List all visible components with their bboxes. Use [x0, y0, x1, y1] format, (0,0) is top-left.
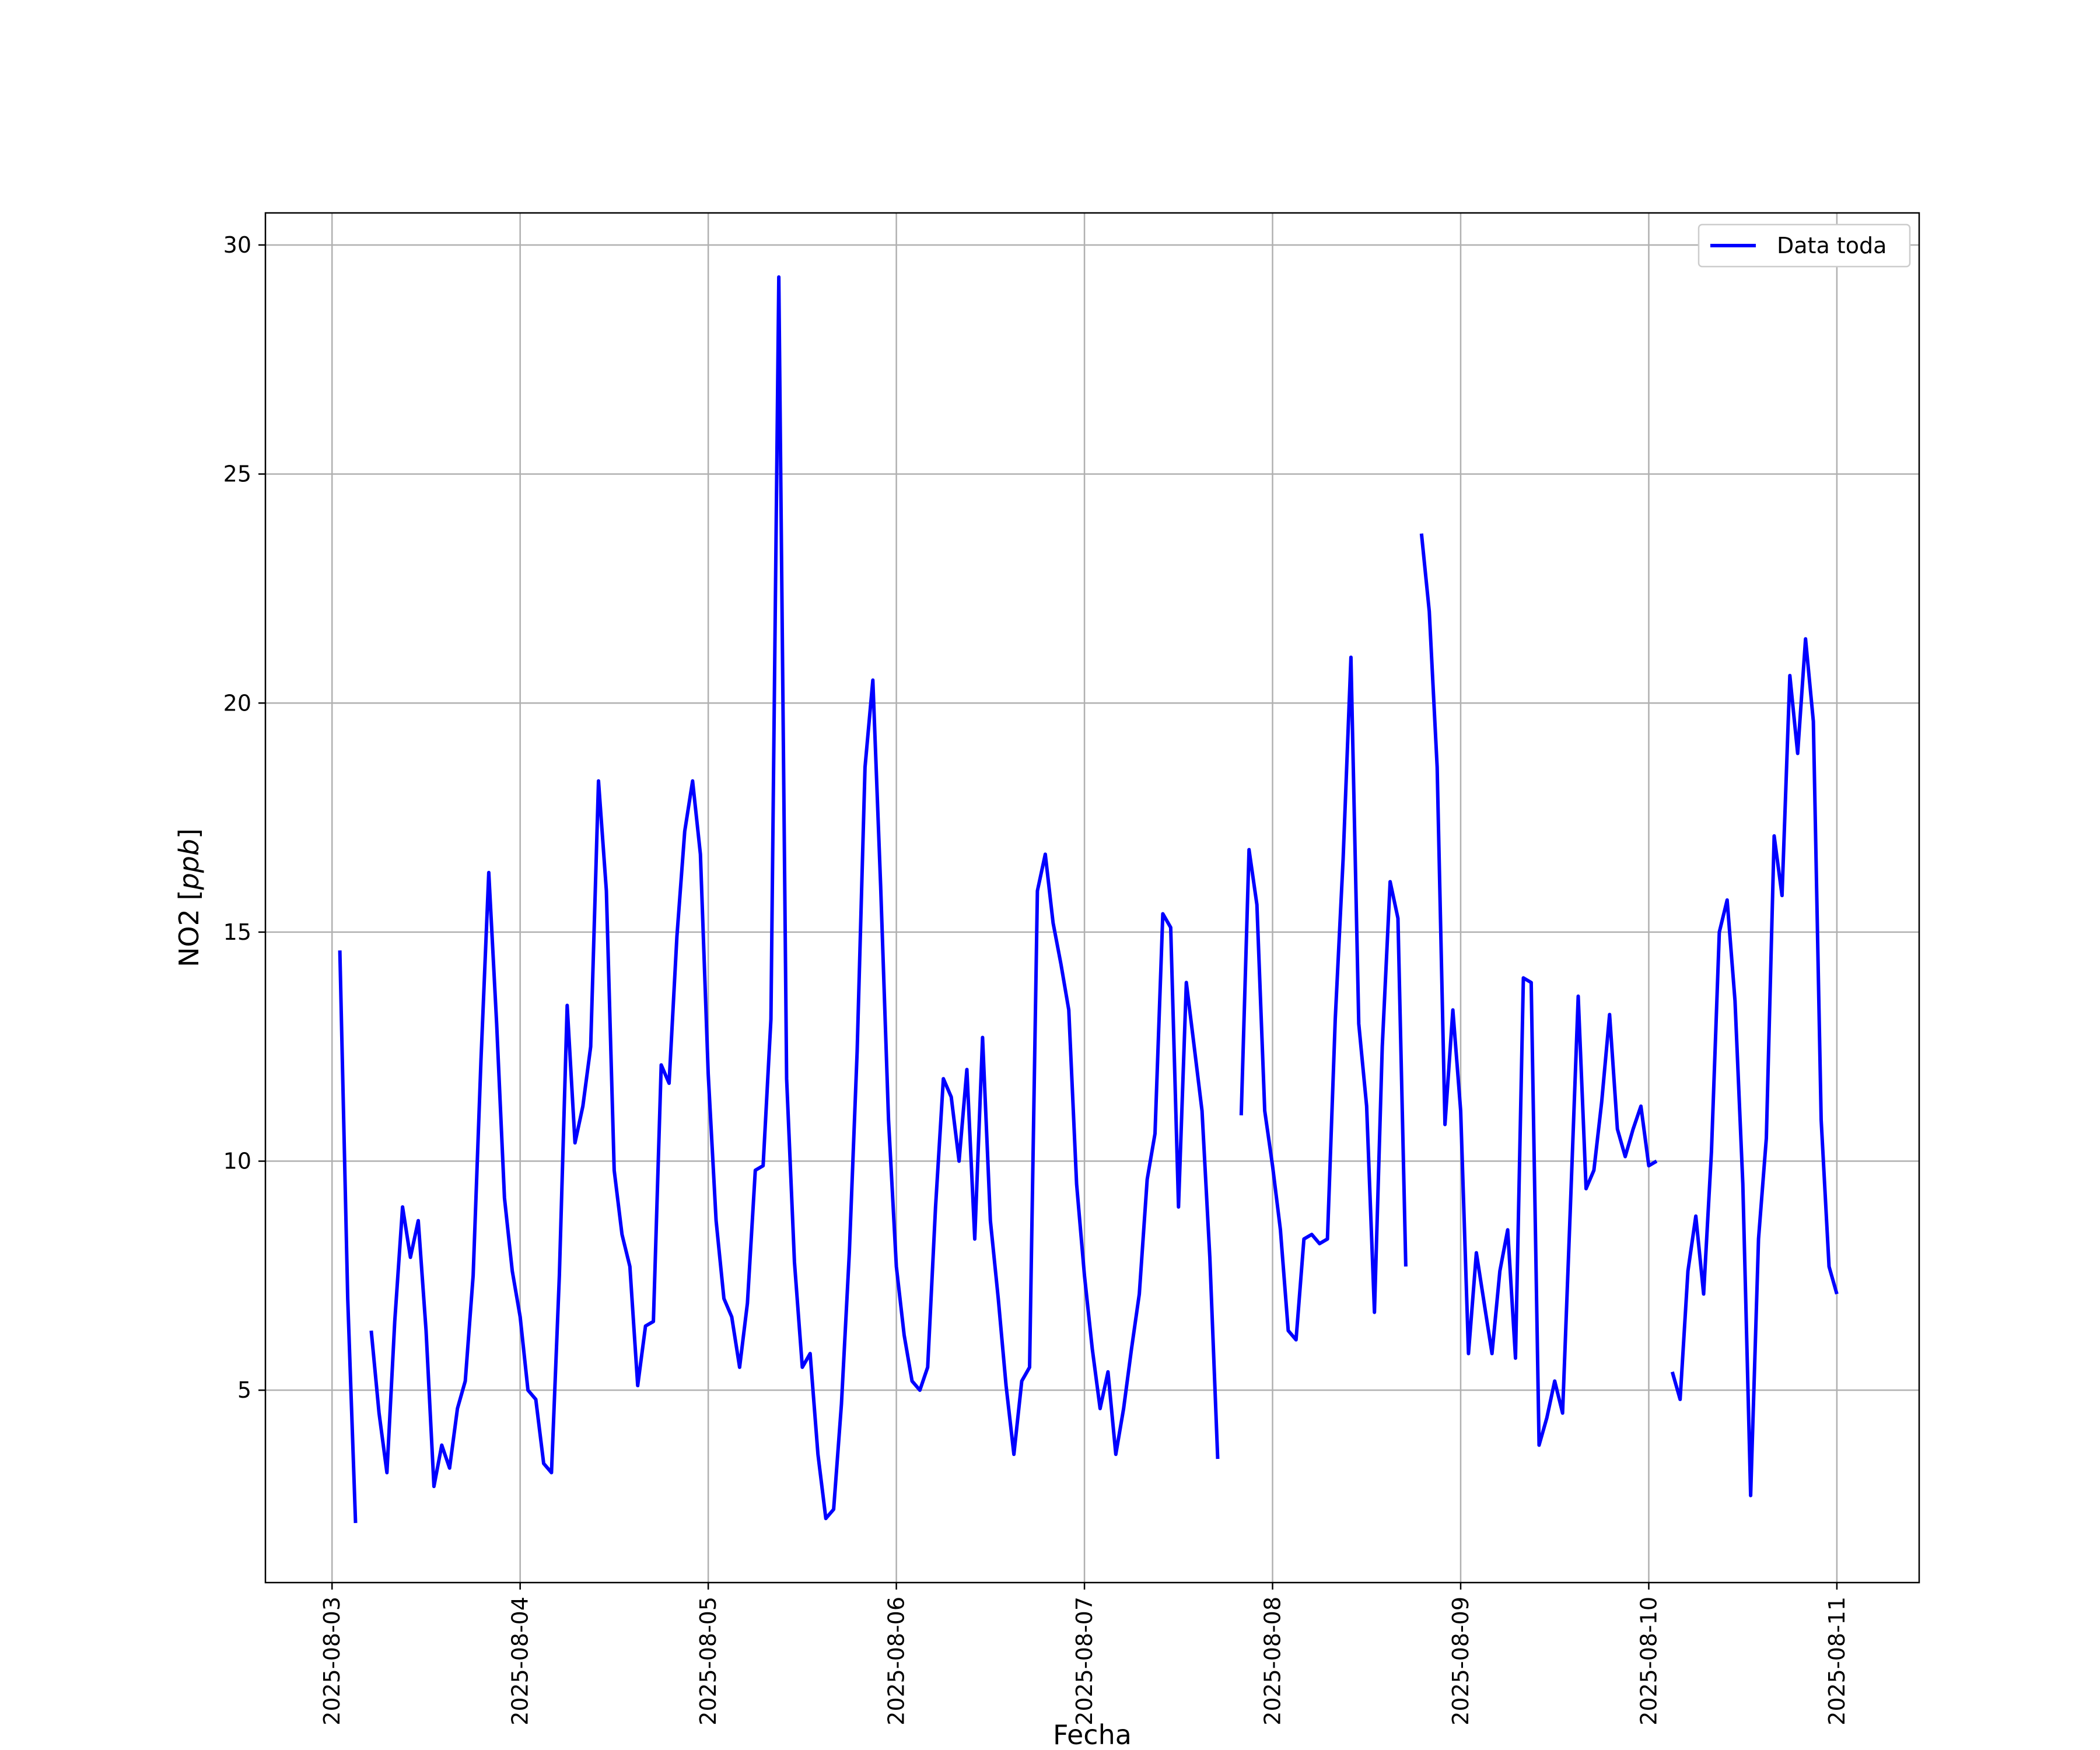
y-axis-label-unit: ppb	[173, 839, 205, 891]
series-line-segment	[338, 950, 358, 1524]
x-tick-label: 2025-08-08	[1260, 1597, 1286, 1726]
legend: Data toda	[1698, 223, 1911, 268]
x-tick-label: 2025-08-09	[1448, 1597, 1474, 1726]
series-layer	[338, 275, 1839, 1524]
y-tick-label: 15	[223, 919, 251, 945]
y-tick-label: 30	[223, 232, 251, 258]
y-axis-label: NO2 [ppb]	[173, 828, 205, 967]
y-tick-label: 25	[223, 461, 251, 487]
legend-box	[1698, 223, 1911, 268]
y-axis: 5 10 15 20 25 30	[223, 232, 265, 1403]
plot-frame	[264, 212, 1920, 1584]
series-line-segment	[1419, 533, 1658, 1447]
x-tick-label: 2025-08-03	[319, 1597, 345, 1726]
series-line-segment	[1239, 655, 1408, 1342]
x-tick-label: 2025-08-05	[695, 1597, 721, 1726]
y-tick-label: 10	[223, 1149, 251, 1174]
series-line-segment	[1670, 637, 1839, 1497]
x-axis: 2025-08-03 2025-08-04 2025-08-05 2025-08-06…	[319, 1583, 1850, 1726]
x-tick-label: 2025-08-07	[1072, 1597, 1097, 1726]
y-tick-label: 5	[237, 1377, 251, 1403]
y-tick-label: 20	[223, 690, 251, 716]
x-tick-label: 2025-08-11	[1824, 1597, 1850, 1726]
x-axis-label: Fecha	[1053, 1719, 1132, 1750]
grid	[265, 213, 1919, 1583]
x-tick-label: 2025-08-06	[884, 1597, 909, 1726]
x-tick-label: 2025-08-04	[508, 1597, 533, 1726]
y-axis-label-name: NO2	[173, 909, 205, 967]
series-line-segment	[369, 275, 1220, 1521]
legend-label: Data toda	[1777, 233, 1887, 258]
x-tick-label: 2025-08-10	[1636, 1597, 1661, 1726]
